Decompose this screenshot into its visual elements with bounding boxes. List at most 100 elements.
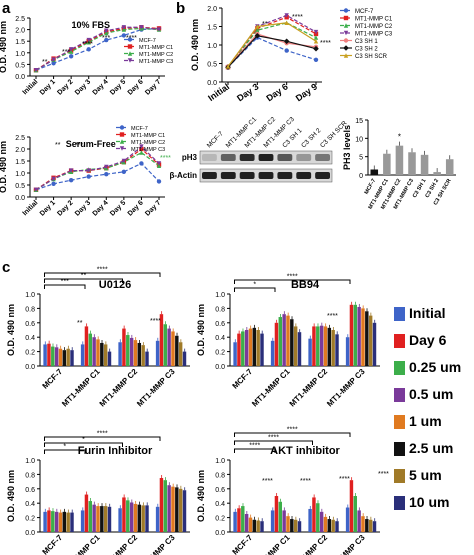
data-point [33, 68, 39, 73]
blot-band [315, 154, 330, 161]
bar [365, 311, 369, 366]
data-point [139, 161, 144, 166]
legend-swatch [394, 442, 405, 456]
significance-bracket [44, 272, 161, 277]
data-point [68, 168, 74, 173]
legend-marker [127, 44, 133, 49]
bar [297, 332, 302, 366]
significance-mark: *** [75, 142, 83, 149]
data-point [156, 179, 162, 184]
significance-bracket [234, 440, 313, 445]
legend-marker [127, 37, 133, 42]
blot-band [202, 172, 217, 179]
bar [278, 501, 283, 532]
chart-c-akt: 0.0 0.2 0.4 0.6 0.8 1.0 O.D. 490 nm AKT inhibit… [196, 427, 389, 555]
data-point [86, 37, 91, 43]
bar [241, 331, 245, 366]
bar [66, 348, 70, 366]
chart-title: Serum-Free [66, 139, 116, 149]
bar [107, 506, 112, 532]
significance-mark: **** [268, 435, 279, 442]
y-tick-label: 0.0 [215, 364, 225, 371]
bar [433, 172, 441, 175]
y-tick-label: 2.0 [207, 6, 217, 13]
y-tick-label: 1.0 [215, 292, 225, 299]
bar [368, 315, 373, 366]
bar [58, 348, 63, 366]
bar [349, 480, 354, 532]
x-tick-label: MT1-MMP C2 [98, 367, 140, 409]
y-tick-label: 0.4 [215, 501, 225, 508]
bar [58, 512, 63, 532]
panel-label-b: b [176, 0, 185, 17]
bar [163, 480, 168, 532]
bar [327, 327, 332, 366]
y-tick-label: 2.5 [15, 16, 25, 23]
legend-marker [343, 45, 349, 51]
legend-marker [343, 30, 349, 36]
bar [282, 510, 286, 532]
bar [62, 350, 67, 366]
y-tick-label: 10 [355, 136, 363, 143]
y-axis-label: O.D. 490 nm [6, 304, 16, 356]
legend-label: MCF-7 [139, 38, 156, 44]
y-tick-label: 0.8 [215, 306, 225, 313]
bar [319, 511, 324, 532]
x-tick-label: Day 6 [127, 78, 145, 96]
significance-mark: *** [102, 35, 110, 42]
x-tick-label: Day 7 [144, 199, 162, 217]
data-point [121, 27, 127, 32]
x-tick-label: Day 1 [39, 199, 57, 217]
bar [118, 342, 122, 366]
data-point [255, 24, 260, 29]
chart-title: U0126 [99, 279, 131, 291]
legend-label: 0.5 um [409, 386, 453, 402]
bar [118, 508, 122, 532]
legend-marker [343, 23, 349, 28]
significance-mark: *** [62, 49, 70, 56]
y-tick-label: 0.0 [15, 195, 25, 202]
significance-mark: * [82, 437, 85, 444]
bar [331, 519, 335, 532]
legend-swatch [394, 496, 405, 510]
bar [312, 497, 316, 532]
significance-mark: * [398, 133, 401, 142]
bar [62, 511, 67, 532]
y-tick-label: 0.5 [15, 183, 25, 190]
bar [159, 478, 164, 532]
data-point [86, 40, 91, 45]
blot-row-label: β-Actin [169, 171, 197, 180]
legend-label: Day 6 [409, 332, 447, 348]
blot-band [277, 154, 293, 161]
significance-mark: ** [42, 59, 48, 66]
bar [159, 314, 164, 366]
significance-mark: **** [320, 40, 331, 47]
bar [88, 333, 93, 366]
bar [290, 519, 294, 532]
legend-marker [119, 132, 125, 137]
significance-mark: ** [81, 273, 87, 280]
bar [260, 521, 264, 532]
y-tick-label: 0.0 [25, 530, 35, 537]
y-tick-label: 1.0 [25, 292, 35, 299]
bar [270, 510, 275, 532]
significance-mark: * [253, 282, 256, 289]
y-axis-label: O.D. 490 nm [0, 141, 8, 193]
y-tick-label: 0.8 [25, 472, 35, 479]
bar [357, 306, 361, 366]
bar [145, 351, 149, 366]
y-tick-label: 1.5 [15, 39, 25, 46]
data-point [104, 172, 109, 177]
bar [51, 346, 55, 366]
x-tick-label: Initial [22, 199, 40, 217]
y-tick-label: 0.6 [215, 321, 225, 328]
y-tick-label: 1.5 [207, 25, 217, 32]
bar [365, 519, 369, 532]
significance-mark: **** [300, 478, 311, 485]
bar [43, 344, 47, 366]
bar [171, 486, 175, 532]
